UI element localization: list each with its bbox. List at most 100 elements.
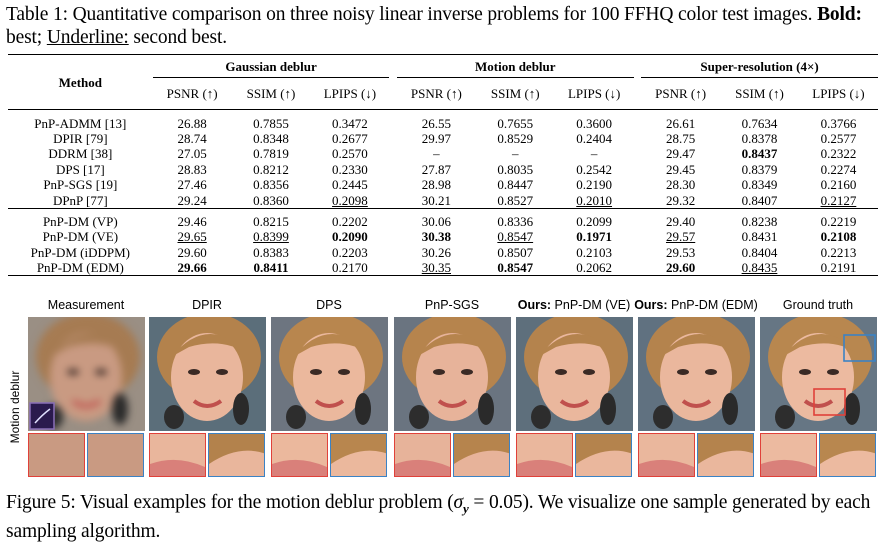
metric-value: 0.7819 [253,146,289,162]
metric-value: 29.60 [641,260,721,276]
metric-value: 0.8404 [741,244,778,260]
metric-value: 29.57 [665,229,696,245]
metric-value: 0.2202 [310,207,390,229]
metric-value: 29.47 [665,146,696,162]
column-label-prefix: Ours: [517,298,552,312]
metric-value: 26.88 [152,109,232,131]
table-caption-underline-text: second best. [128,27,227,48]
red-crop-zoom [271,433,328,477]
metric-value: 0.2203 [332,244,368,260]
blue-crop-zoom [453,433,510,477]
metric-value: 0.2570 [332,146,368,162]
metric-value: 0.8378 [741,130,778,146]
result-image [760,317,877,431]
metric-value: 0.8527 [497,192,534,208]
metric-value: 0.2322 [820,146,857,162]
metric-value: 0.2127 [820,192,857,208]
metric-header: LPIPS (↓) [323,86,377,101]
column-label: Measurement [21,298,151,312]
figure-5: Measurement DPIR DPS PnP-SGS Ours: PnP-DM (V… [0,297,888,487]
metric-value: 0.2213 [820,244,857,260]
method-name: PnP-DM (EDM) [8,260,153,276]
metric-value: 0.2099 [554,207,634,229]
blue-crop-zoom [208,433,265,477]
column-label-text: PnP-SGS [424,298,480,312]
result-image [516,317,633,431]
table-row: DDRM [38] 27.05 0.7819 0.2570 – – – 29.47 0.8437… [8,146,878,162]
red-crop-zoom [638,433,695,477]
result-image [149,317,266,431]
table-row: PnP-DM (iDDPM) 29.60 0.8383 0.2203 30.26 0.85… [8,245,878,261]
metric-value: 0.8529 [497,130,534,146]
result-image [394,317,511,431]
figure-caption-text: Figure 5: Visual examples for the motion… [6,492,454,513]
metric-value: 0.2190 [576,177,613,193]
red-crop-zoom [760,433,817,477]
metric-value: 0.2677 [332,130,368,146]
blue-crop-zoom [819,433,876,477]
metric-value: 0.8215 [231,207,311,229]
table-row: PnP-DM (EDM) 29.66 0.8411 0.2170 30.35 0.8547… [8,260,878,276]
column-label-text: DPS [316,298,342,312]
column-label: DPS [264,298,394,312]
metric-value: 0.8356 [253,177,289,193]
metric-header: LPIPS (↓) [567,86,621,101]
table-caption-bold-label: Bold: [817,4,862,25]
row-label: Motion deblur [2,360,22,460]
red-crop-zoom [149,433,206,477]
table-caption: Table 1: Quantitative comparison on thre… [6,3,884,49]
table-row: PnP-DM (VP) 29.46 0.8215 0.2202 30.06 0.8336 0… [8,207,878,229]
image-column [638,317,755,477]
image-column [149,317,266,477]
metric-value: 26.61 [641,109,721,131]
image-column [394,317,511,477]
metric-value: 0.2577 [820,130,857,146]
column-label-text: DPIR [192,298,222,312]
metric-value: 0.8399 [253,229,289,245]
group-header-motion: Motion deblur [396,54,634,78]
metric-value: 0.8435 [720,260,799,276]
metric-value: 29.60 [177,244,207,260]
method-name: PnP-ADMM [13] [8,109,153,131]
metric-value: 0.2219 [798,207,878,229]
metric-value: 0.8360 [253,192,289,208]
metric-value: 0.1971 [576,229,613,245]
result-image [28,317,145,431]
column-label: Ground truth [753,298,883,312]
metric-value: 0.2404 [576,130,613,146]
sigma-subscript: y [463,500,469,516]
metric-value: 29.45 [665,161,696,177]
metric-value: 28.74 [177,130,207,146]
metric-value: 0.2062 [554,260,634,276]
result-image [638,317,755,431]
image-column [28,317,145,477]
method-name: PnP-DM (VE) [42,229,119,245]
group-header-sr: Super-resolution (4×) [641,54,878,78]
table-row: DPIR [79] 28.74 0.8348 0.2677 29.97 0.8529 0.2… [8,131,878,147]
metric-value: 0.2542 [576,161,613,177]
metric-value: 0.8383 [253,244,289,260]
metric-value: 0.8336 [475,207,555,229]
metric-value: 0.2103 [576,244,613,260]
table-row: PnP-SGS [19] 27.46 0.8356 0.2445 28.98 0.8447… [8,177,878,193]
figure-caption-rest: = 0.05). We visualize one sample generat… [6,492,871,542]
metric-value: 0.2330 [332,161,368,177]
metric-value: 0.2160 [820,177,857,193]
method-name: PnP-DM (VP) [8,207,153,229]
column-label: Ours: PnP-DM (VE) [509,298,639,312]
metric-value: 29.46 [152,207,232,229]
metric-value: 0.2090 [332,229,368,245]
blue-crop-zoom [330,433,387,477]
red-crop-zoom [28,433,85,477]
column-label: Ours: PnP-DM (EDM) [631,298,761,312]
metric-header: SSIM (↑) [735,86,784,101]
metric-value: 26.55 [396,109,476,131]
metric-value: – [511,146,519,162]
metric-value: 0.2445 [332,177,368,193]
metric-value: 30.35 [396,260,476,276]
metric-value: 0.2274 [820,161,857,177]
metric-value: 0.7855 [231,109,311,131]
metric-value: 28.75 [665,130,696,146]
metric-value: – [433,146,440,162]
metric-value: 0.8349 [741,177,778,193]
